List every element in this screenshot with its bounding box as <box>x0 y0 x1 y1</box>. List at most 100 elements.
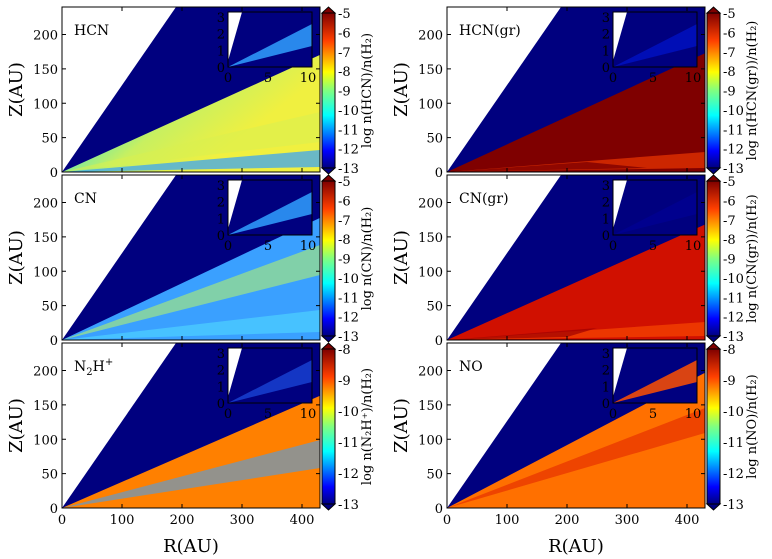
colorbar-tick-label: -12 <box>723 143 744 158</box>
axes-frame <box>446 6 706 173</box>
inset-y-tick-label: 0 <box>217 229 225 244</box>
x-axis-title: R(AU) <box>548 536 604 557</box>
y-tick-label: 200 <box>33 29 58 44</box>
colorbar-extend-max <box>320 174 337 182</box>
colorbar-tick-label: -13 <box>338 162 359 177</box>
inset: 0 12 3 0 5 10 <box>602 179 702 254</box>
colorbar-extend-max <box>320 6 337 14</box>
y-tick-label: 0 <box>435 166 443 181</box>
x-axis-title: R(AU) <box>163 536 219 557</box>
colorbar-tick-label: -7 <box>723 214 736 229</box>
colorbar-tick-label: -10 <box>338 104 359 119</box>
cngr-peak <box>447 328 597 340</box>
inset-x-tick-label: 10 <box>685 407 702 422</box>
y-tick-label: 50 <box>41 468 58 483</box>
colorbar-tick-label: -5 <box>338 175 351 190</box>
colorbar-tick-label: -11 <box>338 436 359 451</box>
y-axis-title: Z(AU) <box>391 62 412 117</box>
colorbar-tick-label: -5 <box>723 175 736 190</box>
panel-3: CN 0 50 100 150 200 0 12 3 0 5 10 -5 -6 -7 -8 -9 -10 -11 -1… <box>33 174 375 349</box>
y-tick-label: 150 <box>33 231 58 246</box>
colorbar-extend-max <box>705 6 722 14</box>
inset-empty-region <box>228 12 242 61</box>
colorbar-tick-label: -13 <box>723 162 744 177</box>
colorbar-tick-label: -11 <box>723 291 744 306</box>
axes-frame <box>61 6 321 173</box>
colorbar-label: log n(NO)/n(H₂) <box>745 374 760 478</box>
colorbar-bar <box>706 180 721 337</box>
y-tick-label: 100 <box>418 97 443 112</box>
inset-x-tick-label: 5 <box>649 239 657 254</box>
y-tick-label: 100 <box>418 433 443 448</box>
colorbar-tick-label: -10 <box>338 272 359 287</box>
inset-y-tick-label: 0 <box>602 229 610 244</box>
inset-abundance-map <box>228 192 312 235</box>
colorbar-bar <box>321 180 336 337</box>
x-tick-label: 0 <box>58 513 66 528</box>
colorbar-tick-label: -8 <box>338 343 351 358</box>
colorbar-tick-label: -10 <box>723 405 744 420</box>
inset-x-tick-label: 10 <box>685 239 702 254</box>
colorbar-tick-label: -8 <box>338 65 351 80</box>
inset-y-tick-label: 0 <box>602 397 610 412</box>
y-tick-label: 150 <box>33 63 58 78</box>
colorbar-tick-label: -7 <box>338 214 351 229</box>
inset-frame <box>612 11 698 68</box>
y-tick-label: 150 <box>33 399 58 414</box>
colorbar-tick-label: -7 <box>338 46 351 61</box>
inset-y-tick-label: 1 <box>602 212 610 227</box>
inset-y-tick-label: 1 <box>602 44 610 59</box>
colorbar-tick-label: -10 <box>723 104 744 119</box>
colorbar-bar <box>321 348 336 505</box>
hcn-midplane-depletion <box>62 150 320 172</box>
inset-frame <box>612 179 698 236</box>
inset: 0 12 3 0 5 10 <box>217 179 317 254</box>
colorbar-extend-min <box>705 503 722 511</box>
inset-abundance-map <box>613 24 697 67</box>
y-tick-label: 0 <box>50 334 58 349</box>
colorbar-bar <box>321 12 336 169</box>
cn-midplane-band <box>62 310 320 340</box>
colorbar-extend-min <box>705 335 722 343</box>
inset-abundance-map <box>228 360 312 403</box>
inset-x-tick-label: 10 <box>300 407 317 422</box>
inset-y-tick-label: 2 <box>217 28 225 43</box>
colorbar-tick-label: -9 <box>338 85 351 100</box>
y-tick-label: 200 <box>418 365 443 380</box>
colorbar-extend-max <box>320 342 337 350</box>
inset-x-tick-label: 5 <box>264 407 272 422</box>
hcn-midplane-band <box>62 112 320 172</box>
inset-empty-region <box>613 348 627 397</box>
inset-x-tick-label: 0 <box>609 407 617 422</box>
inset-y-tick-label: 1 <box>217 44 225 59</box>
inset: 0 12 3 0 5 10 <box>602 347 702 422</box>
y-axis-title: Z(AU) <box>6 398 27 453</box>
inset-y-tick-label: 0 <box>217 397 225 412</box>
y-tick-label: 150 <box>418 231 443 246</box>
inset-x-tick-label: 0 <box>224 71 232 86</box>
inset-y-tick-label: 1 <box>217 380 225 395</box>
inset-y-tick-label: 3 <box>217 179 225 194</box>
inset-x-tick-label: 10 <box>300 71 317 86</box>
hcngr-peak <box>447 162 647 172</box>
n2h-band <box>62 440 320 508</box>
colorbar-label: log n(HCN(gr))/n(H₂) <box>745 21 760 161</box>
inset-y-tick-label: 3 <box>217 347 225 362</box>
axes-frame <box>446 342 706 509</box>
inset-frame <box>227 179 313 236</box>
y-axis-title: Z(AU) <box>391 230 412 285</box>
y-tick-label: 100 <box>418 265 443 280</box>
colorbar-tick-label: -12 <box>338 311 359 326</box>
colorbar-tick-label: -8 <box>723 233 736 248</box>
x-tick-label: 400 <box>675 513 700 528</box>
panel-label: N2H+ <box>74 357 113 378</box>
abundance-map <box>447 224 705 340</box>
axes-frame <box>446 174 706 341</box>
colorbar-tick-label: -13 <box>723 498 744 513</box>
inset-y-tick-label: 2 <box>602 28 610 43</box>
x-tick-label: 200 <box>555 513 580 528</box>
panel-2: HCN(gr) 0 50 100 150 200 0 12 3 0 5 10 -5 -6 -7 -8 -9 -10… <box>418 6 760 181</box>
